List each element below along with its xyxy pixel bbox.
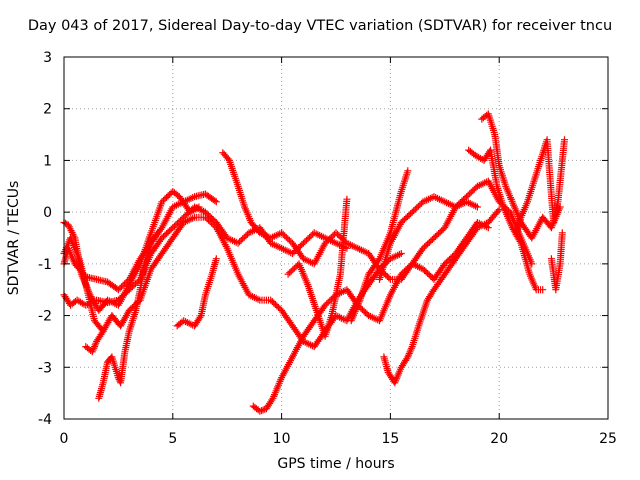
x-tick-label: 0 (60, 431, 69, 447)
series-marks (173, 255, 220, 330)
series-marks (547, 229, 566, 294)
series-arc-15 (478, 110, 564, 242)
series-arc-9 (249, 177, 536, 415)
y-tick-label: 3 (43, 50, 52, 66)
series-marks (284, 195, 351, 340)
y-axis-label: SDTVAR / TECUs (6, 180, 22, 296)
series-arc-11 (347, 167, 412, 325)
series-arc-7 (173, 255, 220, 330)
series-marks (82, 327, 107, 356)
series-marks (478, 110, 564, 242)
series-marks (249, 177, 536, 415)
series-marks (60, 188, 203, 314)
series-marks (513, 136, 568, 237)
series-marks (465, 146, 547, 294)
series-arc-2 (60, 188, 203, 314)
data-series (60, 110, 568, 415)
series-marks (95, 229, 162, 402)
plot-frame (63, 56, 609, 420)
grid-lines (64, 57, 608, 419)
x-tick-label: 5 (168, 431, 177, 447)
series-arc-5 (82, 327, 107, 356)
y-tick-label: -4 (38, 412, 52, 428)
series-marks (380, 206, 503, 387)
series-arc-12 (380, 206, 503, 387)
x-tick-label: 10 (273, 431, 291, 447)
y-tick-label: 0 (43, 205, 52, 221)
series-arc-16 (513, 136, 568, 237)
x-tick-label: 15 (381, 431, 399, 447)
x-tick-label: 20 (490, 431, 508, 447)
y-tick-label: -2 (38, 309, 52, 325)
series-arc-10 (284, 195, 351, 340)
series-arc-17 (547, 229, 566, 294)
series-arc-6 (95, 229, 162, 402)
series-marks (376, 193, 481, 283)
y-tick-label: -3 (38, 360, 52, 376)
axis-ticks: 0 5 10 15 20 25 -4 -3 -2 -1 0 1 2 3 (38, 50, 617, 447)
x-axis-label: GPS time / hours (277, 456, 395, 472)
series-arc-13 (376, 193, 481, 283)
y-tick-label: 1 (43, 153, 52, 169)
chart-title: Day 043 of 2017, Sidereal Day-to-day VTE… (27, 18, 613, 34)
x-tick-label: 25 (599, 431, 617, 447)
series-marks (347, 167, 412, 325)
series-arc-14 (465, 146, 547, 294)
y-tick-label: -1 (38, 257, 52, 273)
y-tick-label: 2 (43, 102, 52, 118)
